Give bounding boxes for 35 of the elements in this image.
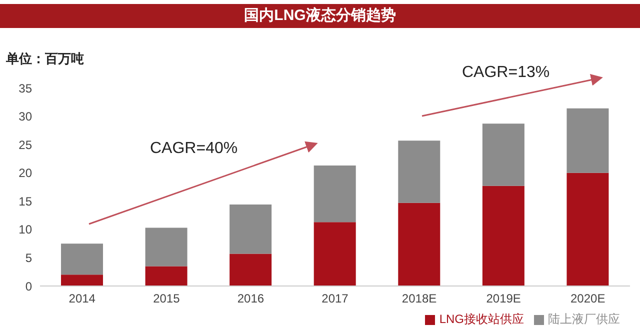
x-tick-label: 2014 [68, 292, 96, 306]
bar [145, 228, 188, 266]
chart-title: 国内LNG液态分销趋势 [0, 4, 640, 28]
x-tick-label: 2018E [402, 292, 437, 306]
y-tick-label: 10 [18, 222, 32, 237]
legend-label: LNG接收站供应 [439, 312, 524, 326]
bar [230, 204, 272, 254]
y-tick-label: 5 [25, 250, 32, 265]
y-tick-label: 35 [18, 81, 32, 96]
bar [398, 140, 440, 203]
x-tick-label: 2019E [486, 292, 521, 306]
bar [398, 202, 440, 286]
bar [314, 222, 356, 286]
bar [61, 274, 103, 286]
y-tick-label: 15 [18, 194, 32, 208]
legend-label: 陆上液厂供应 [548, 312, 620, 326]
y-tick-label: 25 [18, 138, 32, 152]
bar [482, 186, 524, 286]
y-axis-title: 单位：百万吨 [6, 50, 84, 68]
bar [482, 124, 524, 186]
text: CAGR=13% [462, 64, 550, 82]
y-tick-label: 30 [18, 110, 32, 124]
bar [61, 244, 103, 275]
x-tick-label: 2015 [153, 292, 180, 306]
bar [566, 108, 609, 173]
annotation: CAGR=40% [150, 140, 238, 158]
x-tick-label: 2016 [237, 292, 264, 306]
y-tick-label: 20 [18, 166, 32, 180]
bar [314, 166, 356, 222]
x-tick-label: 2020E [570, 292, 606, 306]
bar [145, 266, 188, 286]
bar [566, 172, 609, 286]
y-tick-label: 0 [25, 279, 32, 294]
x-tick-label: 2017 [322, 292, 349, 306]
bar [230, 254, 272, 286]
